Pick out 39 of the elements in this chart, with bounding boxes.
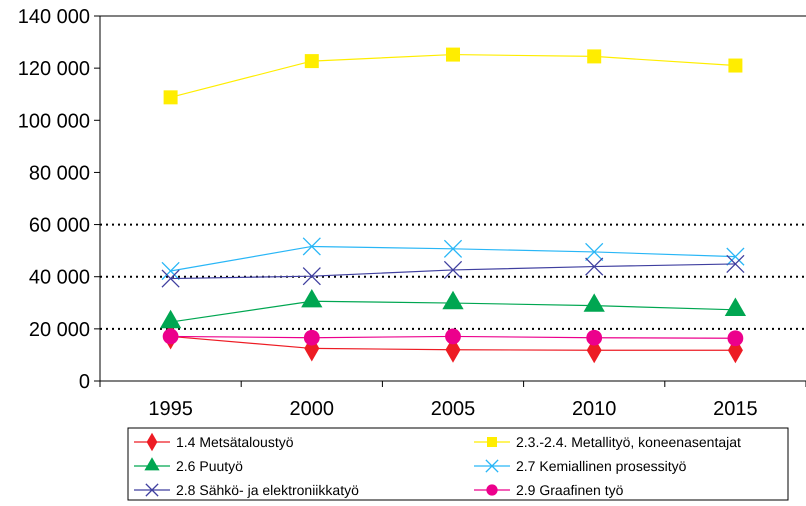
y-tick-label: 20 000 [28,318,90,341]
y-tick-label: 140 000 [18,6,90,28]
y-tick-label: 100 000 [18,110,90,132]
y-tick-label: 80 000 [28,162,90,184]
y-tick-label: 120 000 [18,58,90,80]
y-tick-label: 0 [78,371,90,393]
legend-label: 2.7 Kemiallinen prosessityö [516,458,687,474]
point [586,330,602,346]
point [444,260,462,280]
point [302,266,322,286]
x-tick-label: 2010 [572,398,616,420]
point [728,58,742,73]
legend-label: 1.4 Metsätaloustyö [176,434,294,450]
point [164,90,178,104]
point [445,328,461,344]
legend-label: 2.8 Sähkö- ja elektroniikkatyö [176,482,360,498]
point [304,330,320,346]
y-tick-label: 60 000 [28,214,90,237]
legend-label: 2.3.-2.4. Metallityö, koneenasentajat [516,434,742,450]
point [302,237,322,256]
legend-label: 2.6 Puutyö [176,458,244,474]
point [444,240,462,258]
x-tick-label: 1995 [148,398,193,420]
point [161,269,180,288]
y-tick-label: 40 000 [28,266,90,289]
point [726,247,745,266]
point [728,330,744,346]
point [726,254,745,274]
legend-label: 2.9 Graafinen työ [516,482,624,498]
x-tick-label: 2015 [713,398,758,420]
point [587,49,602,64]
point [584,242,604,262]
x-tick-label: 2005 [430,398,476,420]
point [161,262,180,280]
point [162,328,178,344]
point [304,54,319,68]
point [446,48,460,62]
point [584,257,604,276]
x-tick-label: 2000 [290,398,334,420]
